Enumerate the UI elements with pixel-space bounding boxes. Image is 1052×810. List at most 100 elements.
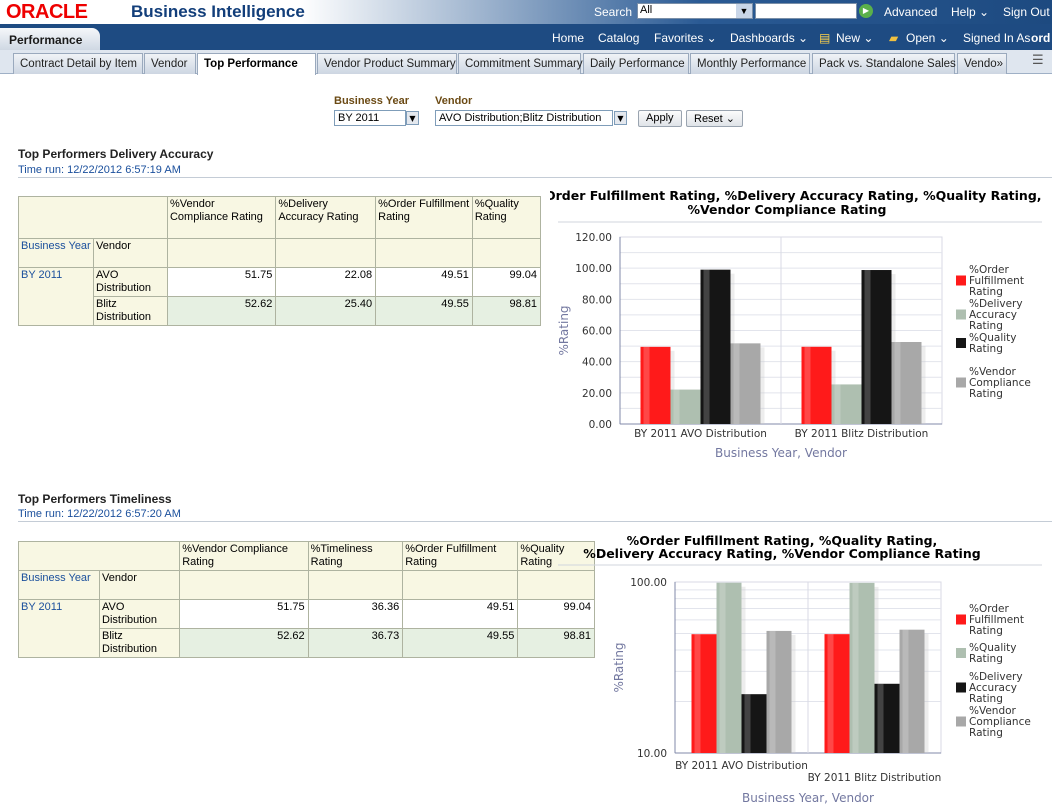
bar — [874, 683, 900, 753]
corner-cell — [18, 196, 168, 239]
legend-label: Compliance — [969, 377, 1031, 389]
legend-label: %Quality — [969, 642, 1017, 654]
bar — [766, 630, 792, 753]
dashboard-tab-performance[interactable]: Performance — [0, 28, 100, 50]
advanced-link[interactable]: Advanced — [884, 5, 938, 19]
chart-delivery-accuracy: %Order Fulfillment Rating, %Delivery Acc… — [550, 188, 1042, 460]
search-scope-select[interactable]: All ▼ — [637, 3, 753, 19]
nav-open[interactable]: Open ⌄ — [906, 31, 949, 45]
tab-top-performance[interactable]: Top Performance — [197, 53, 316, 75]
tab-commitment-summary[interactable]: Commitment Summary — [458, 53, 583, 74]
apply-button[interactable]: Apply — [638, 110, 682, 127]
value-cell: 36.36 — [307, 599, 404, 629]
bar — [700, 269, 731, 424]
value-cell: 49.51 — [402, 599, 519, 629]
nav-home[interactable]: Home — [552, 31, 585, 45]
sign-out-link[interactable]: Sign Out — [1003, 5, 1050, 19]
nav-favorites[interactable]: Favorites ⌄ — [654, 31, 717, 45]
vendor-select[interactable]: AVO Distribution;Blitz Distribution — [435, 110, 613, 126]
legend-swatch — [956, 377, 966, 388]
divider — [18, 177, 1052, 178]
business-year-select[interactable]: BY 2011 — [334, 110, 406, 126]
y-tick-label: 20.00 — [582, 388, 612, 400]
tab-monthly-performance[interactable]: Monthly Performance — [690, 53, 810, 74]
corner-cell — [17, 541, 181, 571]
section-title-timeliness: Top Performers Timeliness — [18, 492, 172, 506]
bar-highlight — [673, 389, 680, 424]
tab-vendor[interactable]: Vendor — [144, 53, 196, 74]
reset-button[interactable]: Reset ⌄ — [686, 110, 744, 127]
legend-swatch — [956, 309, 966, 320]
legend-label: Rating — [969, 286, 1003, 298]
help-menu[interactable]: Help ⌄ — [951, 5, 990, 19]
search-scope-value: All — [640, 4, 653, 16]
y-tick-label: 60.00 — [582, 326, 612, 338]
x-tick-label: BY 2011 AVO Distribution — [675, 760, 808, 772]
search-input[interactable] — [755, 3, 857, 19]
bar-highlight — [864, 270, 871, 424]
bar — [891, 342, 922, 424]
nav-dashboards[interactable]: Dashboards ⌄ — [730, 31, 809, 45]
y-tick-label: 40.00 — [582, 357, 612, 369]
legend-swatch — [956, 338, 966, 348]
page-options-icon[interactable]: ☰ — [1032, 53, 1044, 68]
user-name[interactable]: ord — [1031, 31, 1051, 45]
chevron-down-icon[interactable]: ▼ — [614, 111, 627, 125]
tab-contract-detail[interactable]: Contract Detail by Item — [13, 53, 143, 74]
legend-swatch — [956, 682, 966, 693]
year-cell: BY 2011 — [18, 267, 94, 326]
legend-label: %Order — [969, 603, 1009, 615]
y-tick-label: 100.00 — [630, 577, 667, 589]
column-header: %Delivery Accuracy Rating — [275, 196, 377, 239]
product-title: Business Intelligence — [131, 2, 305, 21]
x-tick-label: BY 2011 AVO Distribution — [634, 428, 767, 440]
bar-highlight — [719, 582, 726, 753]
legend-label: Accuracy — [969, 309, 1017, 321]
bar — [670, 389, 701, 424]
bar-highlight — [703, 269, 710, 424]
bar-highlight — [804, 346, 811, 424]
bar-highlight — [744, 694, 751, 753]
chevron-down-icon[interactable]: ▼ — [406, 111, 419, 125]
table-row: Blitz Distribution 52.62 36.73 49.55 98.81 — [19, 628, 595, 658]
row-header: Vendor — [98, 570, 181, 600]
column-header: %Vendor Compliance Rating — [166, 196, 277, 239]
value-cell: 52.62 — [179, 628, 309, 658]
bar-highlight — [733, 343, 740, 424]
value-cell: 36.73 — [307, 628, 404, 658]
tab-vendor-product-summary[interactable]: Vendor Product Summary — [317, 53, 457, 74]
bar — [741, 694, 767, 753]
x-axis-title: Business Year, Vendor — [742, 791, 874, 805]
vendor-cell: AVO Distribution — [98, 599, 181, 629]
time-run: Time run: 12/22/2012 6:57:19 AM — [18, 164, 181, 176]
page-tabs: Contract Detail by Item Vendor Top Perfo… — [0, 50, 1052, 75]
bar-highlight — [827, 634, 834, 753]
bar — [849, 582, 875, 753]
bar — [824, 634, 850, 753]
timeliness-table: %Vendor Compliance Rating %Timeliness Ra… — [17, 541, 595, 658]
legend-label: Rating — [969, 320, 1003, 332]
y-tick-label: 120.00 — [575, 232, 612, 244]
legend-label: Rating — [969, 653, 1003, 665]
value-cell: 99.04 — [517, 599, 595, 629]
value-cell: 49.51 — [375, 267, 473, 297]
y-tick-label: 80.00 — [582, 294, 612, 306]
tab-pack-vs-standalone[interactable]: Pack vs. Standalone Sales — [812, 53, 956, 74]
vendor-cell: AVO Distribution — [93, 267, 168, 297]
chart-title: %Delivery Accuracy Rating, %Vendor Compl… — [583, 546, 980, 561]
legend-label: %Order — [969, 264, 1009, 276]
search-go-icon[interactable]: ▶ — [859, 4, 873, 18]
year-cell: BY 2011 — [18, 599, 100, 658]
bar-highlight — [852, 582, 859, 753]
vendor-cell: Blitz Distribution — [98, 628, 181, 658]
nav-new[interactable]: New ⌄ — [836, 31, 874, 45]
signed-in-label: Signed In As — [963, 31, 1031, 45]
bar — [831, 384, 862, 424]
nav-catalog[interactable]: Catalog — [598, 31, 640, 45]
y-tick-label: 0.00 — [589, 419, 612, 431]
tab-more[interactable]: Vendo» — [957, 53, 1007, 74]
delivery-accuracy-table: %Vendor Compliance Rating %Delivery Accu… — [18, 196, 542, 326]
tab-daily-performance[interactable]: Daily Performance — [583, 53, 689, 74]
chart-title: %Order Fulfillment Rating, %Delivery Acc… — [550, 188, 1042, 203]
value-cell: 49.55 — [375, 296, 473, 326]
